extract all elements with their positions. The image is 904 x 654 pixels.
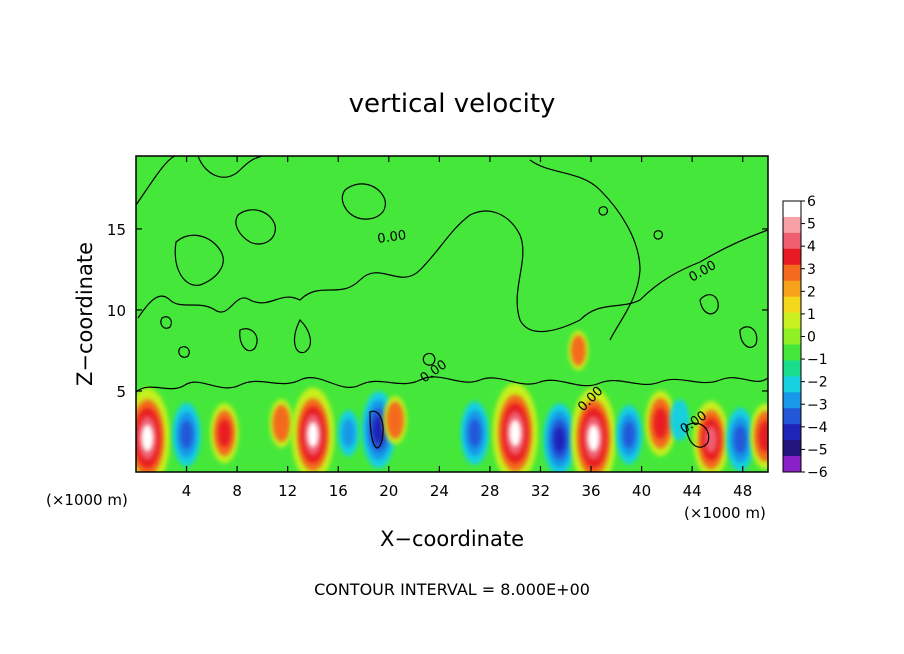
- downdraft-cell: [543, 403, 576, 472]
- colorbar-label: −2: [807, 375, 828, 391]
- colorbar-label: −1: [807, 352, 828, 368]
- y-tick-label: 5: [116, 383, 126, 401]
- colorbar-label: 6: [807, 194, 816, 210]
- x-tick-label: 4: [182, 482, 192, 500]
- y-tick-label: 10: [107, 302, 126, 320]
- colorbar-swatch: [783, 280, 801, 298]
- x-tick-label: 36: [581, 482, 600, 500]
- colorbar-swatch: [783, 392, 801, 409]
- updraft-cell: [210, 403, 239, 464]
- colorbar-label: 0: [807, 330, 816, 346]
- colorbar-swatch: [783, 440, 801, 457]
- updraft-cell: [750, 403, 768, 470]
- x-tick-label: 44: [683, 482, 702, 500]
- colorbar-label: 2: [807, 284, 816, 300]
- velocity-cells: [136, 330, 768, 472]
- downdraft-cell: [460, 401, 489, 465]
- y-axis-ticks: 5 10 15: [107, 221, 768, 401]
- colorbar-swatch: [783, 328, 801, 345]
- updraft-cell: [136, 388, 171, 472]
- z-unit-label: (×1000 m): [46, 491, 128, 509]
- colorbar-swatch: [783, 312, 801, 330]
- colorbar-swatch: [783, 232, 801, 250]
- chart-title: vertical velocity: [349, 89, 556, 119]
- colorbar-label: −3: [807, 397, 828, 413]
- updraft-cell: [693, 401, 729, 472]
- x-tick-label: 40: [632, 482, 651, 500]
- x-unit-label: (×1000 m): [684, 504, 766, 522]
- colorbar-label: 5: [807, 217, 816, 233]
- colorbar-swatch: [783, 344, 801, 361]
- updraft-cell: [269, 399, 294, 448]
- downdraft-cell: [615, 405, 643, 465]
- x-tick-label: 8: [232, 482, 242, 500]
- plot-frame: [135, 155, 769, 473]
- x-tick-label: 32: [531, 482, 550, 500]
- downdraft-cell: [669, 399, 690, 441]
- updraft-cell: [291, 387, 335, 472]
- colorbar-label: 3: [807, 262, 816, 278]
- colorbar-label: −5: [807, 442, 828, 458]
- colorbar-swatch: [783, 424, 801, 441]
- colorbar-swatch: [783, 296, 801, 314]
- x-axis-ticks: 4 8 12 16 20 24 28 32 36 40 44 48: [182, 156, 752, 500]
- colorbar-swatch: [783, 456, 801, 473]
- contour-label: 0.00: [376, 228, 407, 247]
- x-axis-label: X−coordinate: [380, 527, 524, 551]
- x-tick-label: 28: [480, 482, 499, 500]
- downdraft-cell: [726, 407, 755, 472]
- downdraft-cell: [172, 402, 201, 467]
- x-tick-label: 12: [278, 482, 297, 500]
- x-tick-label: 24: [430, 482, 449, 500]
- colorbar-swatch: [783, 376, 801, 393]
- y-axis-label: Z−coordinate: [73, 242, 97, 386]
- colorbar-swatch: [783, 264, 801, 282]
- contour-lines: [136, 156, 768, 449]
- x-tick-label: 48: [733, 482, 752, 500]
- colorbar-swatch: [783, 360, 801, 377]
- x-tick-label: 16: [329, 482, 348, 500]
- colorbar-label: −4: [807, 420, 828, 436]
- updraft-cell: [383, 395, 407, 445]
- downdraft-cell: [337, 410, 359, 457]
- colorbar-label: 4: [807, 239, 816, 255]
- colorbar-swatch: [783, 216, 801, 234]
- colorbar-swatch: [783, 408, 801, 425]
- contour-interval-note: CONTOUR INTERVAL = 8.000E+00: [314, 580, 590, 599]
- updraft-cell: [568, 330, 589, 371]
- updraft-cell: [570, 388, 617, 472]
- x-tick-label: 20: [379, 482, 398, 500]
- colorbar-swatch: [783, 248, 801, 266]
- colorbar-label: 1: [807, 307, 816, 323]
- plot-area: 0.00 0.00 0.00 0.00 0.00: [136, 156, 768, 472]
- y-tick-label: 15: [107, 221, 126, 239]
- colorbar: 6 5 4 3 2 1 0 −1 −2 −3 −4 −5 −6: [782, 194, 828, 481]
- updraft-cell: [645, 390, 676, 457]
- colorbar-swatch: [783, 201, 801, 218]
- updraft-cell: [492, 383, 538, 472]
- colorbar-label: −6: [807, 465, 828, 481]
